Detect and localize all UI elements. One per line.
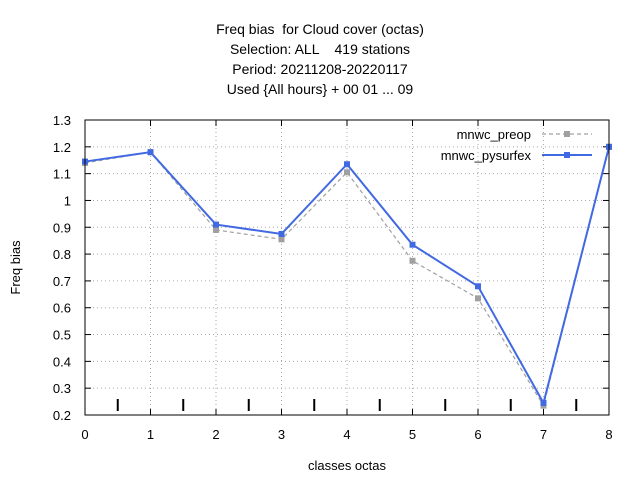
- x-tick-label: 1: [147, 427, 154, 442]
- title-line-1: Freq bias for Cloud cover (octas): [216, 21, 424, 37]
- x-tick-label: 6: [474, 427, 481, 442]
- data-point: [344, 169, 350, 176]
- x-tick-labels: 0 1 2 3 4 5 6 7 8: [81, 427, 612, 442]
- title-line-2: Selection: ALL 419 stations: [229, 41, 411, 57]
- data-point: [409, 241, 416, 248]
- y-tick-label: 0.8: [53, 247, 71, 262]
- grid: [85, 120, 609, 415]
- y-tick-label: 0.6: [53, 301, 71, 316]
- data-point: [147, 149, 154, 156]
- x-tick-label: 2: [212, 427, 219, 442]
- x-tick-label: 7: [540, 427, 547, 442]
- data-point: [540, 399, 547, 406]
- legend: mnwc_preop mnwc_pysurfex: [441, 127, 592, 163]
- legend-marker: [564, 152, 570, 158]
- series-line: [84, 146, 610, 408]
- y-axis-label: Freq bias: [8, 240, 23, 295]
- y-tick-label: 0.5: [53, 328, 71, 343]
- y-tick-label: 0.2: [53, 408, 71, 423]
- x-tick-label: 4: [343, 427, 350, 442]
- y-tick-label: 1.1: [53, 167, 71, 182]
- x-tick-label: 3: [278, 427, 285, 442]
- data-point: [475, 283, 481, 290]
- data-point: [475, 295, 481, 302]
- data-point: [213, 221, 219, 228]
- y-tick-label: 1.2: [53, 140, 71, 155]
- y-tick-label: 0.3: [53, 381, 71, 396]
- data-point: [409, 257, 416, 264]
- x-tick-label: 0: [81, 427, 88, 442]
- y-tick-label: 0.9: [53, 220, 71, 235]
- title-line-4: Used {All hours} + 00 01 ... 09: [226, 81, 414, 97]
- y-tick-label: 1.3: [53, 113, 71, 128]
- y-tick-label: 0.4: [53, 354, 71, 369]
- data-point: [278, 230, 285, 237]
- x-tick-label: 8: [605, 427, 612, 442]
- data-point: [278, 236, 285, 243]
- legend-marker: [564, 131, 570, 137]
- x-axis-label: classes octas: [308, 458, 387, 473]
- data-point: [344, 161, 350, 168]
- plot-frame: [84, 119, 610, 416]
- x-tick-label: 5: [409, 427, 416, 442]
- y-tick-label: 1: [64, 193, 71, 208]
- legend-label: mnwc_pysurfex: [441, 148, 532, 163]
- legend-label: mnwc_preop: [457, 127, 531, 142]
- series-mnwc_pysurfex: [82, 143, 612, 406]
- y-tick-label: 0.7: [53, 274, 71, 289]
- title-line-3: Period: 20211208-20220117: [232, 61, 408, 77]
- y-tick-labels: 0.2 0.3 0.4 0.5 0.6 0.7 0.8 0.9 1 1.1 1.2 1.3: [53, 113, 71, 423]
- data-point: [213, 226, 219, 233]
